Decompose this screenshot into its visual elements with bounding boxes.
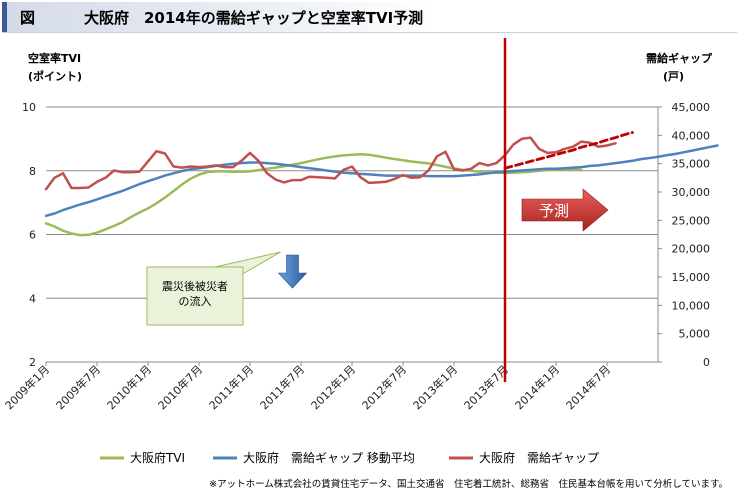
series-forecast-dashed-line <box>503 131 634 170</box>
y-right-tick-label: 45,000 <box>672 101 711 114</box>
y-right-tick-label: 15,000 <box>672 271 711 284</box>
legend-label: 大阪府TVI <box>130 450 185 465</box>
y-right-tick-label: 35,000 <box>672 158 711 171</box>
legend-label: 大阪府 需給ギャップ 移動平均 <box>243 450 415 465</box>
callout-text: の流入 <box>179 294 212 308</box>
footnote: ※アットホーム株式会社の賃貸住宅データ、国土交通省 住宅着工統計、総務省 住民基… <box>209 478 728 490</box>
x-tick-label: 2011年1月 <box>206 362 256 412</box>
header-bar: 図 大阪府 2014年の需給ギャップと空室率TVI予測 <box>2 2 737 33</box>
x-tick-label: 2012年7月 <box>359 362 409 412</box>
y-axis-left-title-2: (ポイント) <box>28 69 82 83</box>
y-right-tick-label: 30,000 <box>672 186 711 199</box>
y-right-tick-label: 0 <box>703 356 710 369</box>
y-right-tick-label: 40,000 <box>672 129 711 142</box>
x-tick-label: 2014年7月 <box>563 362 613 412</box>
header-rule <box>2 32 737 33</box>
x-tick-label: 2012年1月 <box>308 362 358 412</box>
series-lines <box>44 131 719 237</box>
y-right-tick-label: 20,000 <box>672 243 711 256</box>
header-band <box>7 2 437 32</box>
y-axis-left: 2 4 6 8 10 <box>22 101 36 369</box>
x-tick-label: 2014年1月 <box>512 362 562 412</box>
forecast-arrow <box>521 188 609 232</box>
series-gap-line <box>44 136 617 191</box>
x-tick-label: 2009年7月 <box>53 362 103 412</box>
y-axis-right: 0 5,000 10,000 15,000 20,000 25,000 30,000 35,0… <box>672 101 711 369</box>
x-tick-label: 2013年1月 <box>410 362 460 412</box>
down-arrow <box>277 254 308 289</box>
callout-box <box>146 266 244 326</box>
y-axis-right-title-2: (戸) <box>663 70 684 83</box>
callout-text: 震災後被災者 <box>162 279 228 293</box>
y-axis-right-title-1: 需給ギャップ <box>646 51 713 65</box>
x-tick-label: 2010年7月 <box>155 362 205 412</box>
y-right-tick-label: 5,000 <box>679 328 711 341</box>
y-left-tick-label: 2 <box>29 356 36 369</box>
y-left-tick-label: 4 <box>29 292 36 305</box>
forecast-label: 予測 <box>539 202 569 220</box>
y-right-tick-label: 10,000 <box>672 299 711 312</box>
header-accent <box>2 2 7 32</box>
axes <box>45 106 662 366</box>
figure-title: 大阪府 2014年の需給ギャップと空室率TVI予測 <box>84 9 424 27</box>
x-tick-label: 2010年1月 <box>104 362 154 412</box>
x-axis: 2009年1月 2009年7月 2010年1月 2010年7月 2011年1月 2011年… <box>2 362 613 412</box>
x-tick-label: 2011年7月 <box>257 362 307 412</box>
legend: 大阪府TVI 大阪府 需給ギャップ 移動平均 大阪府 需給ギャップ <box>100 450 599 465</box>
legend-label: 大阪府 需給ギャップ <box>479 450 599 465</box>
y-axis-left-title-1: 空室率TVI <box>28 51 81 65</box>
x-tick-label: 2009年1月 <box>2 362 52 412</box>
series-tvi-line <box>44 152 583 237</box>
series-moving-avg-line <box>44 144 719 218</box>
y-right-tick-label: 25,000 <box>672 214 711 227</box>
y-left-tick-label: 8 <box>29 165 36 178</box>
y-left-tick-label: 6 <box>29 229 36 242</box>
figure-label: 図 <box>20 9 36 27</box>
x-tick-label: 2013年7月 <box>461 362 511 412</box>
y-left-tick-label: 10 <box>22 101 36 114</box>
